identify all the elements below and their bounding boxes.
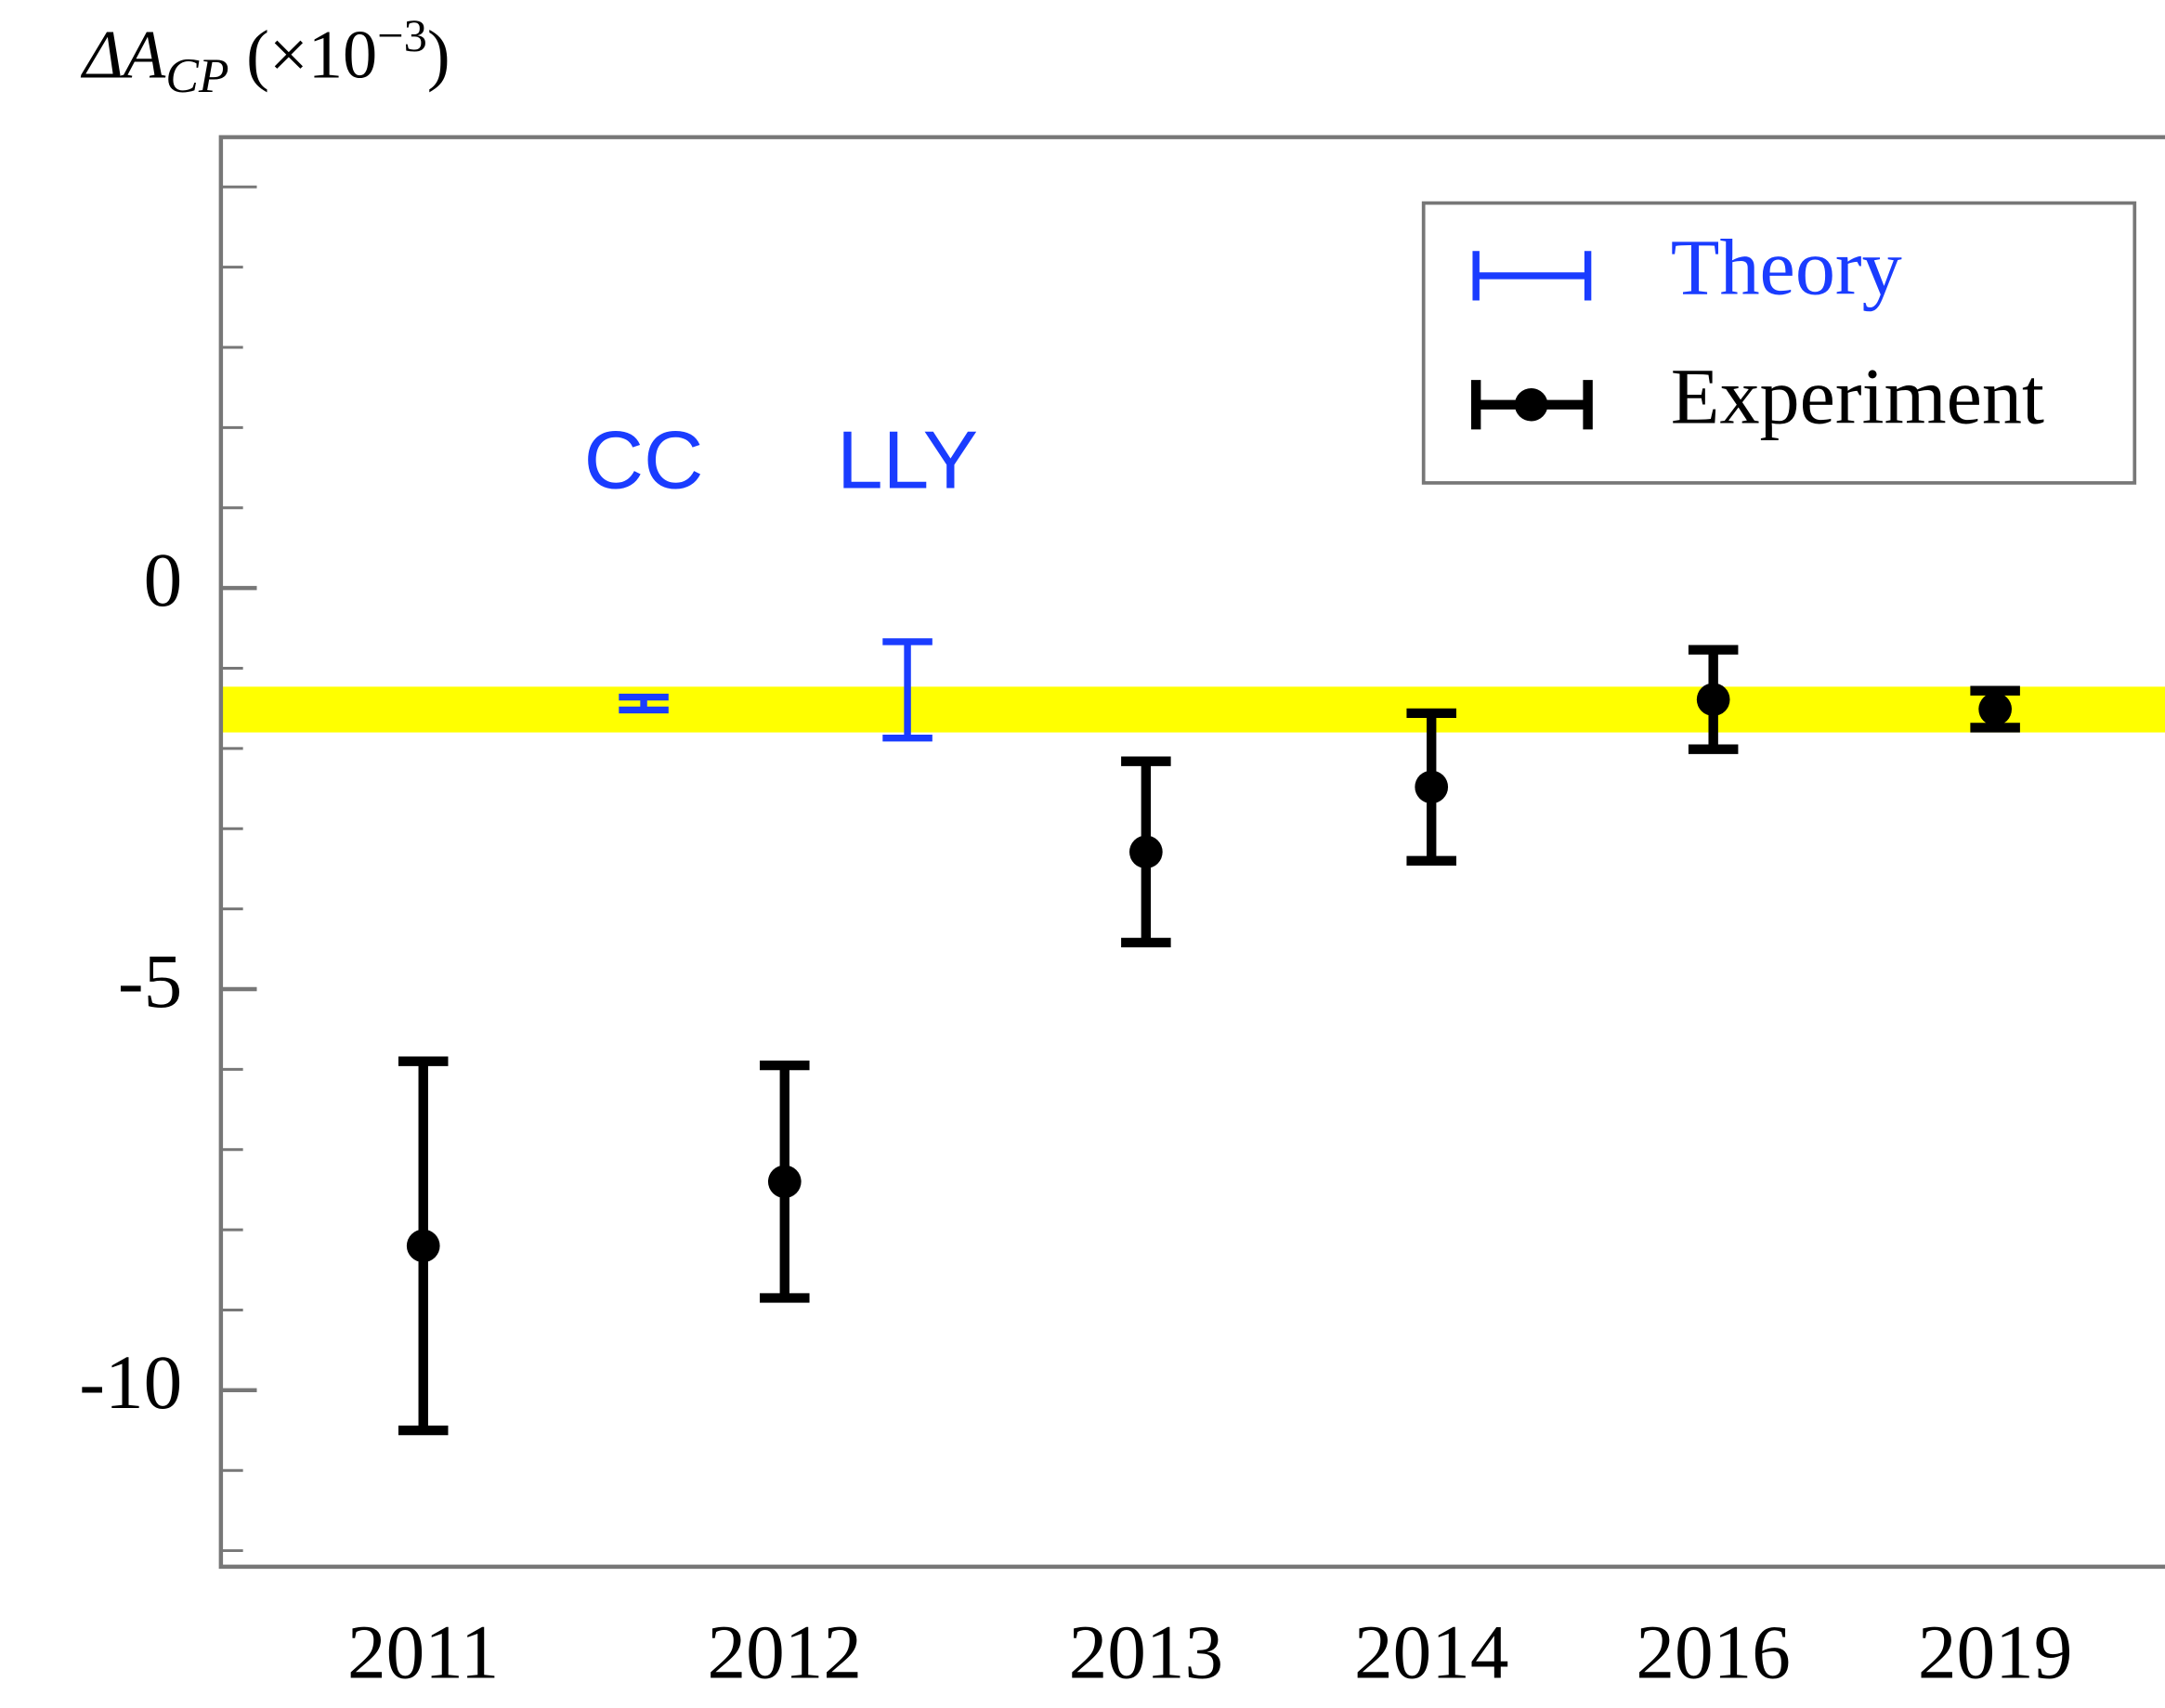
point-label: CC bbox=[584, 414, 704, 506]
axis-frame bbox=[218, 135, 2165, 1570]
legend-box bbox=[1421, 201, 2137, 485]
x-tick-label: 2014 bbox=[1354, 1610, 1508, 1695]
point bbox=[1978, 692, 2012, 726]
y-label-part: ) bbox=[427, 18, 450, 94]
y-tick-label: -5 bbox=[118, 938, 182, 1023]
point-label: LLY bbox=[837, 414, 978, 506]
point bbox=[406, 1229, 440, 1263]
y-axis-label: ΔACP (×10−3) bbox=[80, 9, 450, 104]
y-label-part: ΔA bbox=[80, 18, 166, 94]
x-tick-label: 2013 bbox=[1069, 1610, 1223, 1695]
point bbox=[1696, 683, 1730, 716]
y-tick-label: 0 bbox=[144, 537, 183, 622]
legend-label: Theory bbox=[1671, 223, 1902, 312]
point bbox=[1415, 770, 1449, 804]
point bbox=[767, 1165, 802, 1198]
legend-label: Experiment bbox=[1671, 352, 2044, 441]
band bbox=[220, 686, 2165, 733]
y-tick-label: -10 bbox=[79, 1339, 182, 1425]
y-label-part: −3 bbox=[377, 9, 427, 61]
point bbox=[1129, 835, 1163, 869]
y-label-part: CP bbox=[165, 47, 228, 103]
x-tick-label: 2011 bbox=[347, 1610, 499, 1695]
x-tick-label: 2019 bbox=[1918, 1610, 2072, 1695]
x-tick-label: 2012 bbox=[708, 1610, 862, 1695]
x-tick-label: 2016 bbox=[1636, 1610, 1790, 1695]
legend-swatch bbox=[1514, 388, 1548, 422]
y-label-part: (×10 bbox=[229, 18, 378, 94]
